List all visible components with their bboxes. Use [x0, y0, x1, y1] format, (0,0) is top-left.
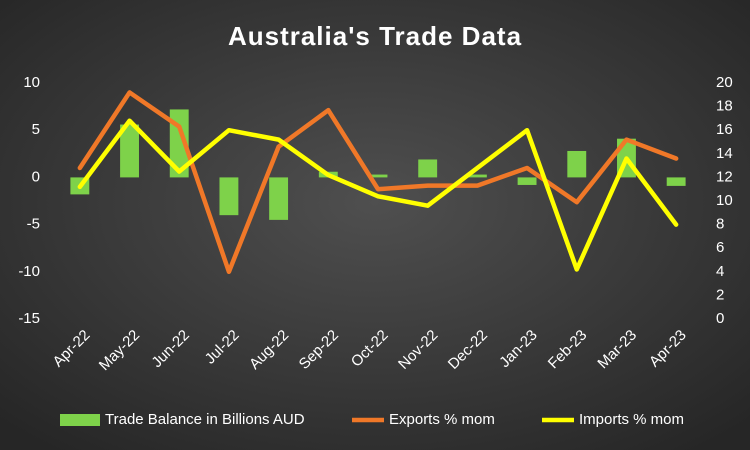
y2-tick-label: 14: [716, 145, 733, 162]
y2-tick-label: 0: [716, 310, 724, 327]
legend-label: Trade Balance in Billions AUD: [105, 411, 305, 428]
y-tick-label: -5: [27, 216, 40, 233]
y2-tick-label: 10: [716, 192, 733, 209]
bar: [269, 177, 289, 220]
legend-label: Exports % mom: [389, 411, 495, 428]
legend-label: Imports % mom: [579, 411, 684, 428]
y-tick-label: -15: [18, 310, 40, 327]
y2-tick-label: 4: [716, 263, 724, 280]
y2-tick-label: 16: [716, 121, 733, 138]
y-tick-label: 10: [23, 74, 40, 91]
y2-tick-label: 18: [716, 98, 733, 115]
bar: [169, 109, 189, 178]
y-tick-label: 0: [32, 168, 40, 185]
bar: [666, 177, 686, 186]
y2-tick-label: 12: [716, 168, 733, 185]
y2-tick-label: 8: [716, 216, 724, 233]
y-tick-label: 5: [32, 121, 40, 138]
line: [77, 90, 679, 275]
chart-title: Australia's Trade Data: [228, 21, 522, 51]
bar: [368, 174, 388, 178]
y2-tick-label: 2: [716, 286, 724, 303]
bar: [517, 177, 537, 185]
y2-tick-label: 6: [716, 239, 724, 256]
y2-tick-label: 20: [716, 74, 733, 91]
bar: [567, 150, 587, 178]
y-tick-label: -10: [18, 263, 40, 280]
bar: [418, 159, 438, 178]
line: [77, 118, 679, 272]
bar: [219, 177, 239, 216]
legend-swatch: [60, 414, 100, 426]
bar: [120, 124, 139, 178]
bar: [467, 174, 487, 178]
